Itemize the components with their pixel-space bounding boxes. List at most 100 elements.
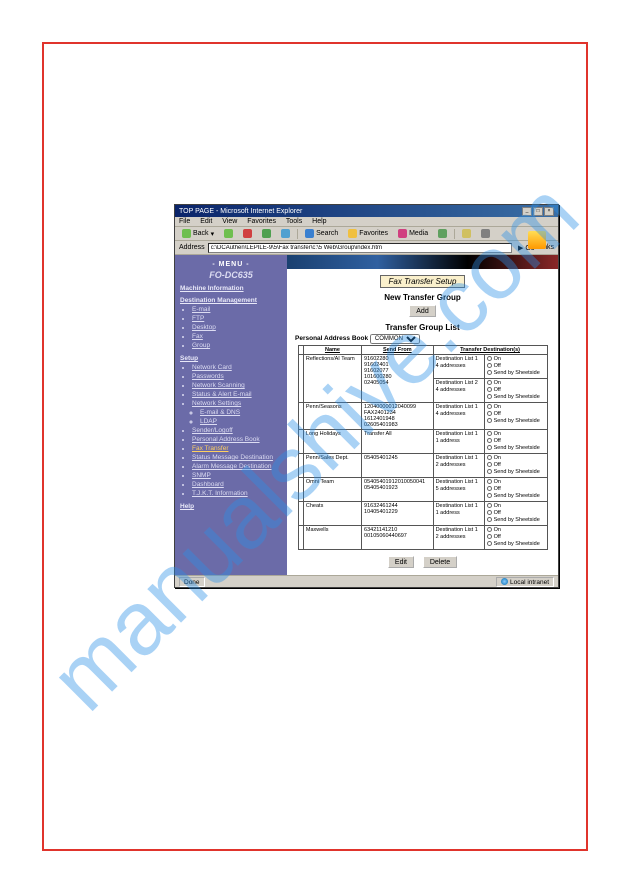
row-dest: Destination List 1 2 addresses <box>433 454 484 478</box>
menu-favorites[interactable]: Favorites <box>247 218 276 225</box>
window-title: TOP PAGE - Microsoft Internet Explorer <box>179 208 302 215</box>
home-button[interactable] <box>278 229 293 238</box>
section-destination-mgmt[interactable]: Destination Management <box>180 297 282 304</box>
browser-window: TOP PAGE - Microsoft Internet Explorer _… <box>174 204 559 588</box>
sidebar-item[interactable]: Network Scanning <box>192 382 282 390</box>
main-panel: Fax Transfer Setup New Transfer Group Ad… <box>287 255 558 575</box>
refresh-icon <box>262 229 271 238</box>
menu-edit[interactable]: Edit <box>200 218 212 225</box>
table-row: Cheats91632461244 10405401229Destination… <box>298 502 547 526</box>
sidebar-item[interactable]: SNMP <box>192 472 282 480</box>
section-help[interactable]: Help <box>180 503 282 510</box>
address-input[interactable] <box>208 243 512 253</box>
media-button[interactable]: Media <box>395 229 431 238</box>
sidebar-item[interactable]: Alarm Message Destination <box>192 463 282 471</box>
row-from: Transfer All <box>362 430 434 454</box>
back-label: Back <box>193 230 209 237</box>
delete-button[interactable]: Delete <box>423 556 457 568</box>
row-options[interactable]: OnOffSend by Sheetside <box>484 403 547 430</box>
banner-graphic <box>287 255 558 269</box>
transfer-group-table: Name Send From Transfer Destination(s) R… <box>298 345 548 550</box>
row-dest: Destination List 1 4 addresses <box>433 403 484 430</box>
sidebar-item[interactable]: Network Card <box>192 364 282 372</box>
pab-label: Personal Address Book <box>295 335 368 342</box>
sidebar-item[interactable]: Status & Alert E-mail <box>192 391 282 399</box>
stop-button[interactable] <box>240 229 255 238</box>
favorites-button[interactable]: Favorites <box>345 229 391 238</box>
row-name: Reflections/AI Team <box>303 355 361 403</box>
row-name: Cheats <box>303 502 361 526</box>
close-button[interactable]: × <box>544 207 554 216</box>
row-name: Long Holidays <box>303 430 361 454</box>
sidebar-item[interactable]: Sender/Logoff <box>192 427 282 435</box>
mail-icon <box>462 229 471 238</box>
status-bar: Done Local intranet <box>175 575 558 587</box>
row-dest: Destination List 2 4 addresses <box>433 379 484 403</box>
menu-heading: - MENU - <box>180 261 282 268</box>
history-button[interactable] <box>435 229 450 238</box>
section-machine-info[interactable]: Machine Information <box>180 285 282 292</box>
sidebar-item[interactable]: Dashboard <box>192 481 282 489</box>
sidebar-item[interactable]: T.J.K.T. Information <box>192 490 282 498</box>
sidebar-item[interactable]: FTP <box>192 315 282 323</box>
row-options[interactable]: OnOffSend by Sheetside <box>484 430 547 454</box>
dest-list: E-mailFTPDesktopFaxGroup <box>192 306 282 350</box>
sidebar-item[interactable]: Passwords <box>192 373 282 381</box>
back-button[interactable]: Back ▾ <box>179 229 217 238</box>
refresh-button[interactable] <box>259 229 274 238</box>
page-heading: Fax Transfer Setup <box>380 275 466 288</box>
sidebar-subitem[interactable]: LDAP <box>200 418 282 426</box>
mail-button[interactable] <box>459 229 474 238</box>
sidebar-item[interactable]: Group <box>192 342 282 350</box>
sidebar-item[interactable]: E-mail <box>192 306 282 314</box>
forward-button[interactable] <box>221 229 236 238</box>
sidebar-item[interactable]: Network Settings <box>192 400 282 408</box>
sidebar-item[interactable]: Status Message Destination <box>192 454 282 462</box>
section-setup: Setup <box>180 355 282 362</box>
row-from: 63421141210 00105060440697 <box>362 526 434 550</box>
row-options[interactable]: OnOffSend by Sheetside <box>484 502 547 526</box>
row-name: Penn/Seasons <box>303 403 361 430</box>
pab-select[interactable]: COMMON <box>370 334 420 344</box>
row-from: 05405401912010050041 05405401923 <box>362 478 434 502</box>
row-options[interactable]: OnOffSend by Sheetside <box>484 478 547 502</box>
row-dest: Destination List 1 5 addresses <box>433 478 484 502</box>
table-row: Omni Team05405401912010050041 0540540192… <box>298 478 547 502</box>
table-row: Penn/Seasons12040000012040099 FAX2401234… <box>298 403 547 430</box>
row-options[interactable]: OnOffSend by Sheetside <box>484 454 547 478</box>
row-dest: Destination List 1 1 address <box>433 430 484 454</box>
menu-view[interactable]: View <box>222 218 237 225</box>
row-options[interactable]: OnOffSend by Sheetside <box>484 526 547 550</box>
favorites-label: Favorites <box>359 230 388 237</box>
media-label: Media <box>409 230 428 237</box>
sidebar-item[interactable]: Personal Address Book <box>192 436 282 444</box>
address-book-row: Personal Address Book COMMON <box>287 333 558 345</box>
search-button[interactable]: Search <box>302 229 341 238</box>
add-button[interactable]: Add <box>409 305 435 317</box>
edit-button[interactable]: Edit <box>388 556 414 568</box>
table-row: Maxwells63421141210 00105060440697Destin… <box>298 526 547 550</box>
page-content: - MENU - FO-DC635 Machine Information De… <box>175 255 558 575</box>
sidebar-item[interactable]: Fax <box>192 333 282 341</box>
zone-label: Local intranet <box>510 579 549 586</box>
address-bar: Address ▶ Go Links <box>175 241 558 255</box>
row-options[interactable]: OnOffSend by Sheetside <box>484 379 547 403</box>
row-name: Penn/Sales Dept. <box>303 454 361 478</box>
media-icon <box>398 229 407 238</box>
home-icon <box>281 229 290 238</box>
row-name: Maxwells <box>303 526 361 550</box>
menu-file[interactable]: File <box>179 218 190 225</box>
forward-icon <box>224 229 233 238</box>
row-options[interactable]: OnOffSend by Sheetside <box>484 355 547 379</box>
menu-tools[interactable]: Tools <box>286 218 302 225</box>
sidebar-item[interactable]: Fax Transfer <box>192 445 282 453</box>
table-row: Penn/Sales Dept.05405401245Destination L… <box>298 454 547 478</box>
sidebar-item[interactable]: Desktop <box>192 324 282 332</box>
print-button[interactable] <box>478 229 493 238</box>
sidebar-subitem[interactable]: E-mail & DNS <box>200 409 282 417</box>
search-label: Search <box>316 230 338 237</box>
minimize-button[interactable]: _ <box>522 207 532 216</box>
menu-help[interactable]: Help <box>312 218 326 225</box>
maximize-button[interactable]: □ <box>533 207 543 216</box>
star-icon <box>348 229 357 238</box>
